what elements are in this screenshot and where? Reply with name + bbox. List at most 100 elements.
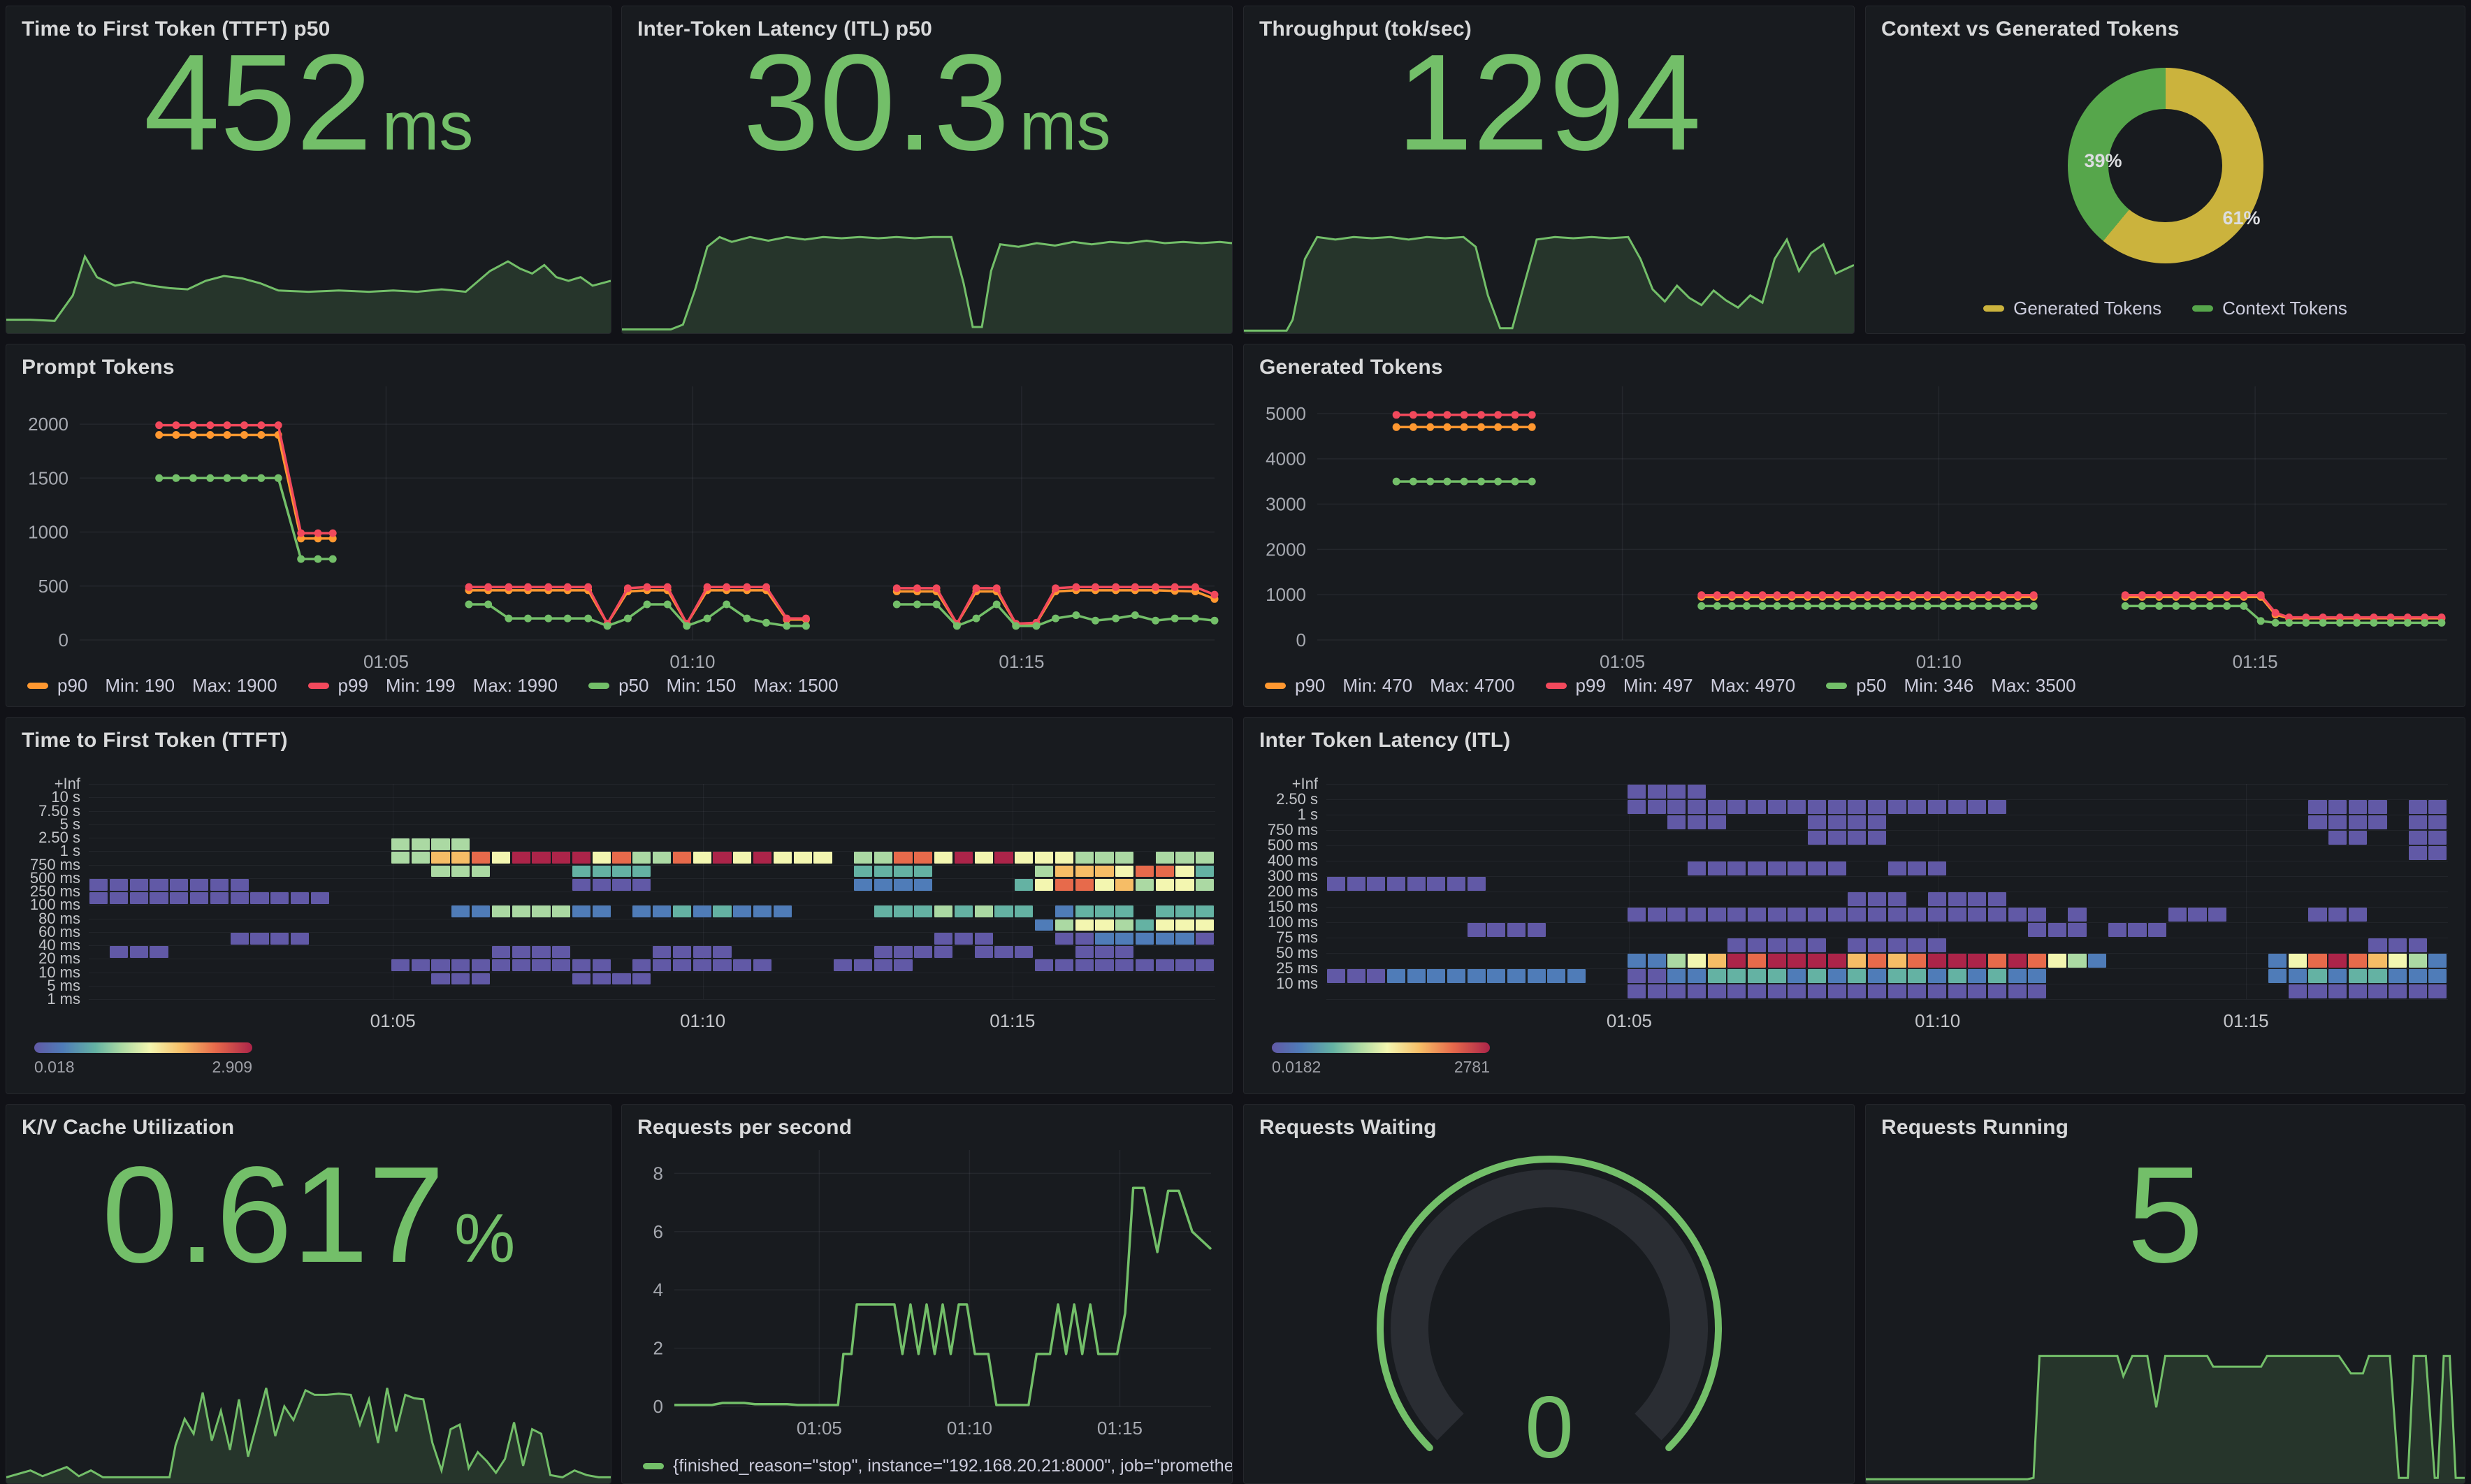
heatmap-y-tick: 300 ms [1267, 867, 1318, 885]
requests-waiting-gauge[interactable]: 0 [1244, 1140, 1854, 1483]
heatmap-cell [2428, 969, 2447, 983]
heatmap-cell [2428, 954, 2447, 968]
context-generated-donut[interactable]: 61% 39% [2067, 68, 2263, 263]
heatmap-cell [1075, 959, 1094, 972]
heatmap-cell [1707, 815, 1726, 829]
heatmap-cell [934, 932, 953, 945]
heatmap-cell [1927, 908, 1946, 922]
y-axis-tick-label: 4 [653, 1279, 663, 1300]
heatmap-cell [1707, 954, 1726, 968]
panel-title[interactable]: Requests Waiting [1259, 1116, 1437, 1139]
heatmap-cell [512, 959, 530, 972]
panel-title[interactable]: Inter Token Latency (ITL) [1259, 729, 1511, 752]
generated-tokens-chart[interactable]: 0 1000 2000 3000 4000 5000 01:05 01:10 01:15 [1244, 365, 2465, 706]
panel-title[interactable]: Requests Running [1881, 1116, 2069, 1139]
heatmap-cell [1627, 800, 1646, 814]
heatmap-cell [632, 959, 651, 972]
heatmap-cell [853, 959, 873, 972]
heatmap-cell [2268, 969, 2287, 983]
heatmap-cell [1647, 984, 1666, 998]
heatmap-x-tick: 01:10 [679, 1010, 726, 1031]
heatmap-cell [1767, 800, 1786, 814]
heatmap-cell [2048, 923, 2066, 937]
panel-title[interactable]: Requests per second [637, 1116, 853, 1139]
ttft-sparkline[interactable] [6, 208, 611, 333]
legend-item[interactable]: p90 Min: 190 Max: 1900 [27, 675, 277, 697]
legend-label: p50 [618, 675, 649, 696]
legend-label: p99 [1575, 675, 1606, 696]
heatmap-cell [451, 905, 470, 918]
legend-item[interactable]: Generated Tokens [1983, 298, 2161, 319]
heatmap-cell [1327, 969, 1346, 983]
heatmap-cell [150, 946, 168, 958]
heatmap-cell [1788, 908, 1806, 922]
heatmap-cell [2328, 908, 2347, 922]
panel-title[interactable]: Time to First Token (TTFT) [22, 729, 288, 752]
timeseries-svg: 0 1000 2000 3000 4000 5000 01:05 01:10 01:15 [1266, 386, 2447, 672]
heatmap-cell [914, 852, 933, 864]
series-point [1494, 477, 1502, 486]
series-point [992, 584, 1001, 592]
legend-item[interactable]: p50 Min: 150 Max: 1500 [588, 675, 839, 697]
series-point [762, 618, 770, 627]
legend-item[interactable]: p90 Min: 470 Max: 4700 [1265, 675, 1515, 697]
heatmap-cell [572, 973, 591, 985]
kv-cache-sparkline[interactable] [6, 1365, 611, 1483]
heatmap-cell [2368, 815, 2387, 829]
legend-item[interactable]: Context Tokens [2192, 298, 2347, 319]
legend-item[interactable]: p99 Min: 199 Max: 1990 [307, 675, 558, 697]
series-point [328, 529, 337, 537]
heatmap-cell [1507, 969, 1526, 983]
throughput-sparkline[interactable] [1244, 208, 1854, 333]
panel-title[interactable]: Generated Tokens [1259, 356, 1443, 379]
heatmap-cell [1055, 919, 1073, 931]
heatmap-cell [1968, 969, 1987, 983]
series-point [783, 614, 791, 623]
panel-title[interactable]: Time to First Token (TTFT) p50 [22, 17, 331, 41]
panel-title[interactable]: Inter-Token Latency (ITL) p50 [637, 17, 932, 41]
panel-title[interactable]: Prompt Tokens [22, 356, 175, 379]
heatmap-cell [954, 932, 973, 945]
heatmap-cell [552, 959, 571, 972]
requests-running-sparkline[interactable] [1866, 1344, 2465, 1483]
heatmap-cell [1547, 969, 1566, 983]
series-point [1939, 591, 1948, 599]
heatmap-cell [1367, 877, 1386, 891]
heatmap-cell [1707, 861, 1726, 875]
heatmap-cell [1667, 785, 1686, 799]
heatmap-cell [1908, 969, 1927, 983]
heatmap-cell [2148, 923, 2167, 937]
y-axis-tick-label: 2 [653, 1338, 663, 1359]
prompt-tokens-chart[interactable]: 0 500 1000 1500 2000 01:05 01:10 01:15 [6, 365, 1232, 706]
heatmap-y-tick: 5 ms [47, 976, 80, 994]
series-point [524, 614, 532, 623]
legend-item[interactable]: p99 Min: 497 Max: 4970 [1545, 675, 1795, 697]
panel-title[interactable]: K/V Cache Utilization [22, 1116, 235, 1139]
series-point [484, 583, 493, 591]
heatmap-cell [1687, 954, 1706, 968]
heatmap-cell [1887, 908, 1906, 922]
heatmap-cell [2348, 831, 2367, 845]
legend-item[interactable]: {finished_reason="stop", instance="192.1… [643, 1456, 1232, 1476]
heatmap-cell [1927, 984, 1946, 998]
series-point [544, 614, 553, 623]
heatmap-cell [773, 852, 792, 864]
panel-title[interactable]: Throughput (tok/sec) [1259, 17, 1472, 41]
heatmap-cell [2028, 969, 2047, 983]
heatmap-cell [2088, 954, 2107, 968]
legend-item[interactable]: p50 Min: 346 Max: 3500 [1826, 675, 2076, 697]
heatmap-cell [1075, 905, 1094, 918]
series-point [743, 583, 751, 591]
itl-sparkline[interactable] [622, 208, 1232, 333]
series-point [802, 622, 810, 630]
heatmap-cell [1135, 865, 1154, 878]
heatmap-cell [2348, 908, 2367, 922]
series-point [240, 474, 248, 482]
heatmap-cell [1767, 969, 1786, 983]
heatmap-cell [1848, 800, 1867, 814]
heatmap-cell [1887, 800, 1906, 814]
panel-title[interactable]: Context vs Generated Tokens [1881, 17, 2180, 41]
requests-per-second-chart[interactable]: 0 2 4 6 8 01:05 01:10 01:15 [622, 1126, 1232, 1483]
